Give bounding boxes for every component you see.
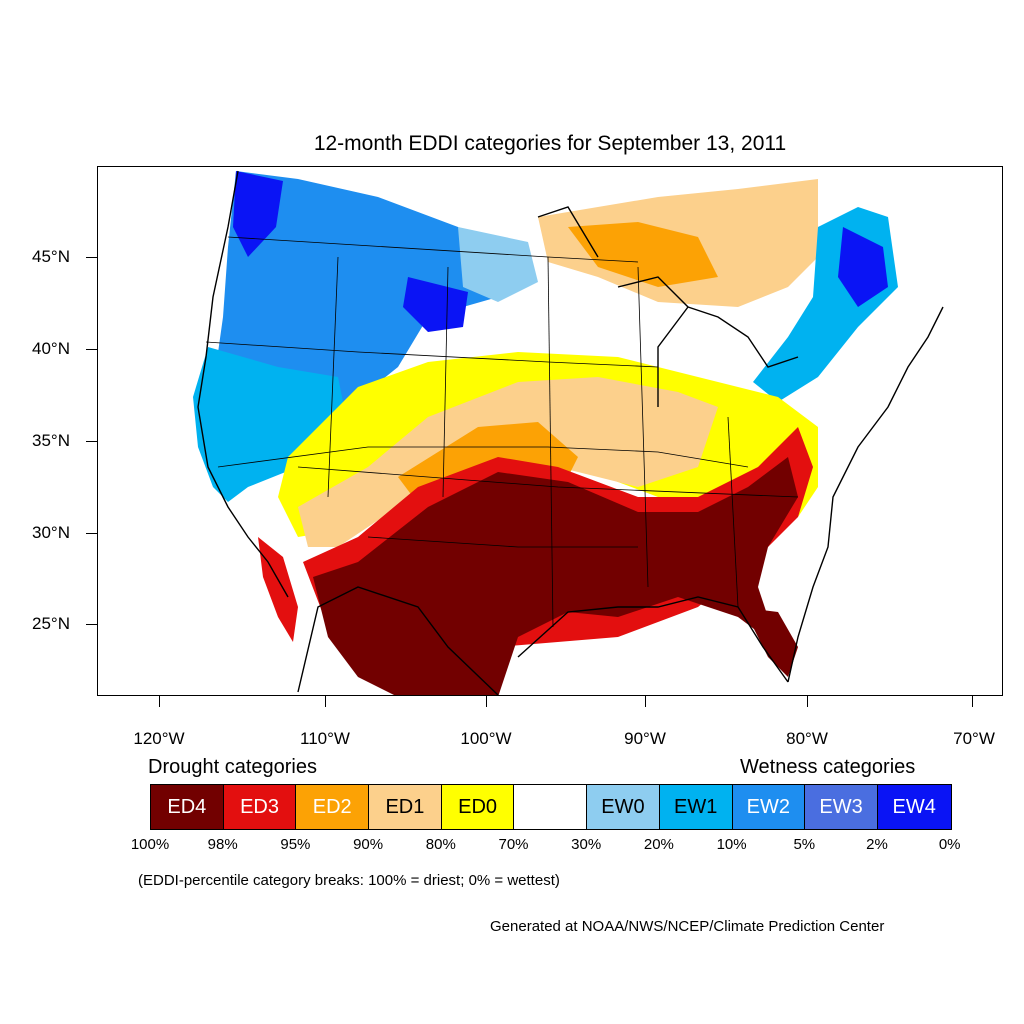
lat-label-30: 30°N — [32, 523, 70, 542]
percent-break-label: 100% — [130, 836, 170, 853]
region-ew4-nw — [233, 171, 283, 257]
state-borders — [205, 236, 799, 628]
region-ew0-north — [458, 227, 538, 302]
eddi-map-canvas — [193, 170, 944, 695]
percent-break-label: 0% — [938, 836, 961, 853]
category-note: (EDDI-percentile category breaks: 100% =… — [138, 872, 560, 889]
lat-label-25: 25°N — [32, 614, 70, 633]
region-ew1-west — [193, 347, 348, 502]
wetness-heading: Wetness categories — [740, 756, 916, 778]
legend-swatch-ew2: EW2 — [732, 785, 806, 829]
lon-tick — [159, 696, 160, 707]
lat-tick — [86, 257, 97, 258]
percent-break-label: 80% — [425, 836, 456, 853]
percent-break-label: 20% — [643, 836, 674, 853]
region-baja — [258, 537, 298, 642]
legend-swatch-ed4: ED4 — [151, 785, 224, 829]
lon-label-70: 70°W — [953, 729, 995, 748]
lon-label-90: 90°W — [624, 729, 666, 748]
legend-swatch-neutral — [514, 785, 588, 829]
lon-label-80: 80°W — [786, 729, 828, 748]
lon-tick — [807, 696, 808, 707]
percent-break-label: 95% — [280, 836, 311, 853]
region-ed4-south — [313, 457, 798, 695]
region-florida — [738, 607, 798, 677]
lat-tick — [86, 349, 97, 350]
lon-label-100: 100°W — [460, 729, 512, 748]
legend-swatch-ew1: EW1 — [659, 785, 733, 829]
map-title: 12-month EDDI categories for September 1… — [313, 132, 787, 155]
legend-swatch-ew0: EW0 — [587, 785, 660, 829]
percent-break-label: 30% — [571, 836, 602, 853]
percent-break-label: 90% — [353, 836, 384, 853]
legend-swatch-ew4: EW4 — [877, 785, 951, 829]
lon-tick — [325, 696, 326, 707]
percent-break-label: 2% — [866, 836, 888, 853]
region-ew4-pnw2 — [403, 277, 468, 332]
percent-break-label: 98% — [207, 836, 238, 853]
lat-tick — [86, 441, 97, 442]
legend-bar: ED4 ED3 ED2 ED1 ED0 EW0 EW1 EW2 EW3 EW4 — [150, 784, 952, 830]
credit-line: Generated at NOAA/NWS/NCEP/Climate Predi… — [490, 918, 885, 935]
legend-swatch-ew3: EW3 — [805, 785, 878, 829]
lon-label-120: 120°W — [133, 729, 185, 748]
percent-break-label: 10% — [716, 836, 747, 853]
percent-break-label: 70% — [498, 836, 529, 853]
legend-swatch-ed2: ED2 — [296, 785, 370, 829]
legend-swatch-ed1: ED1 — [369, 785, 442, 829]
legend-swatch-ed0: ED0 — [441, 785, 515, 829]
lat-label-35: 35°N — [32, 431, 70, 450]
eddi-map — [97, 166, 1003, 696]
lat-tick — [86, 533, 97, 534]
lon-tick — [486, 696, 487, 707]
region-ew4-ne — [838, 227, 888, 307]
lat-tick — [86, 624, 97, 625]
legend-swatch-ed3: ED3 — [223, 785, 297, 829]
lon-label-110: 110°W — [300, 729, 350, 748]
lat-label-40: 40°N — [32, 339, 70, 358]
percent-break-label: 5% — [793, 836, 816, 853]
lat-label-45: 45°N — [32, 247, 70, 266]
lon-tick — [645, 696, 646, 707]
lon-tick — [972, 696, 973, 707]
region-ed2-ontario — [568, 222, 718, 287]
drought-heading: Drought categories — [148, 756, 317, 778]
